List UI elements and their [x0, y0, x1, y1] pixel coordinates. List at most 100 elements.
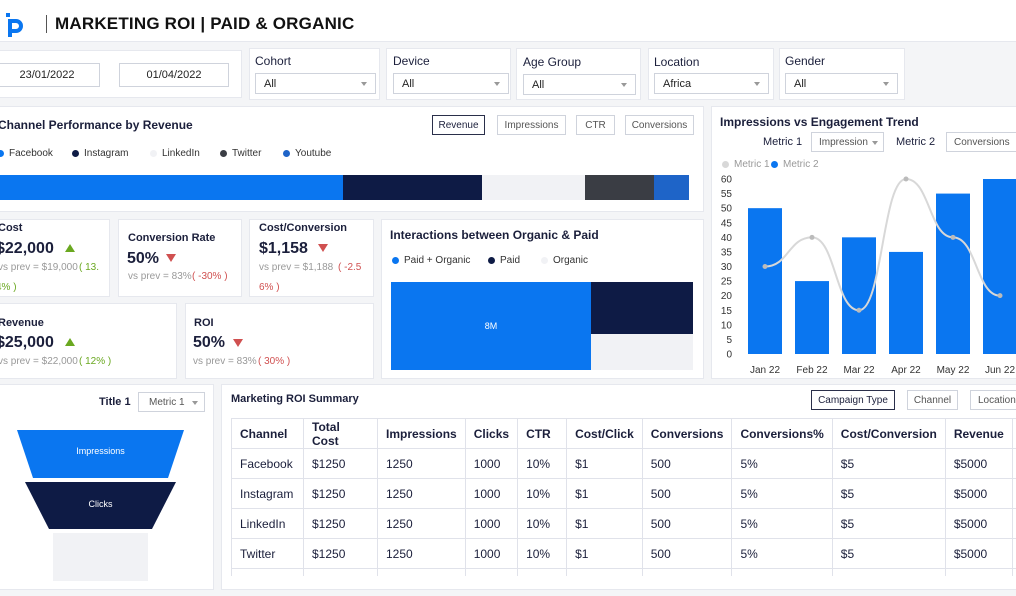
- chevron-down-icon: [192, 401, 198, 405]
- legend-label: Facebook: [9, 148, 53, 159]
- x-tick-label: Jan 22: [750, 365, 780, 376]
- table-cell: $1: [566, 478, 643, 509]
- stacked-segment-facebook[interactable]: [0, 175, 344, 200]
- gender-select[interactable]: All: [785, 73, 898, 94]
- page-title: MARKETING ROI | PAID & ORGANIC: [55, 14, 355, 33]
- stacked-segment-youtube[interactable]: [654, 175, 690, 200]
- funnel-label-clicks: Clicks: [88, 499, 113, 509]
- table-cell: 4: [1011, 538, 1016, 569]
- column-header[interactable]: Channel: [231, 418, 304, 449]
- roi-summary-title: Marketing ROI Summary: [231, 393, 359, 405]
- logo-icon: [6, 13, 23, 37]
- column-header[interactable]: Impressions: [377, 418, 466, 449]
- table-cell: $1250: [303, 538, 378, 569]
- metric1-point[interactable]: [903, 176, 909, 182]
- legend-linkedin: LinkedIn: [150, 148, 200, 159]
- tab-revenue[interactable]: Revenue: [432, 115, 485, 135]
- column-header[interactable]: CTR: [517, 418, 568, 449]
- table-cell: 1000: [464, 508, 519, 539]
- legend-dot: [392, 257, 399, 264]
- table-cell: $5: [831, 538, 946, 569]
- column-header[interactable]: Clicks: [464, 418, 519, 449]
- column-header[interactable]: Total Cost: [303, 418, 378, 449]
- button-channel[interactable]: Channel: [907, 390, 958, 410]
- table-cell: [464, 568, 519, 576]
- column-header[interactable]: ROI: [1011, 418, 1016, 449]
- column-header[interactable]: Cost/Click: [566, 418, 643, 449]
- bar-feb-22[interactable]: [795, 281, 829, 354]
- device-select[interactable]: All: [393, 73, 509, 94]
- bar-may-22[interactable]: [936, 193, 970, 354]
- table-cell: $1250: [303, 448, 378, 479]
- metric1-point[interactable]: [762, 264, 768, 269]
- treemap-organic: [591, 334, 693, 370]
- column-header[interactable]: Revenue: [944, 418, 1013, 449]
- tab-impressions[interactable]: Impressions: [497, 115, 566, 135]
- table-cell: $1: [566, 508, 643, 539]
- table-cell: [831, 568, 946, 576]
- metric1-point[interactable]: [950, 234, 956, 240]
- table-cell: 1250: [377, 448, 466, 479]
- column-header[interactable]: Conversions%: [731, 418, 833, 449]
- kpi-cost-conversion-delta: ( -2.5: [338, 262, 362, 273]
- stacked-segment-linkedin[interactable]: [481, 175, 586, 200]
- metric1-select[interactable]: Impression: [811, 132, 884, 152]
- y-tick-label: 35: [721, 247, 733, 258]
- table-cell: 1000: [464, 448, 519, 479]
- legend-dot: [488, 257, 495, 264]
- location-select[interactable]: Africa: [654, 73, 769, 94]
- kpi-roi-prev: vs prev = 83%: [193, 356, 257, 367]
- date-from-input[interactable]: 23/01/2022: [0, 63, 100, 87]
- table-cell: $5: [831, 448, 946, 479]
- table-cell: 500: [641, 538, 733, 569]
- metric1-point[interactable]: [809, 234, 815, 240]
- metric2-select[interactable]: Conversions: [946, 132, 1016, 152]
- table-header-row: Channel Total Cost Impressions Clicks CTR Cos…: [231, 418, 1016, 449]
- table-cell: $1: [566, 538, 643, 569]
- metric1-point[interactable]: [997, 293, 1003, 299]
- funnel-stage-impressions: [17, 430, 184, 478]
- funnel-metric-select[interactable]: Metric 1: [138, 392, 205, 412]
- kpi-cost-label: Cost: [0, 222, 23, 234]
- table-cell: 10%: [517, 478, 568, 509]
- table-cell: 1000: [464, 538, 519, 569]
- table-cell: $5000: [944, 478, 1013, 509]
- stacked-segment-twitter[interactable]: [585, 175, 655, 200]
- y-tick-label: 15: [721, 306, 733, 317]
- kpi-cost-prev: vs prev = $19,000: [0, 262, 78, 273]
- column-header[interactable]: Conversions: [641, 418, 733, 449]
- table-cell: 500: [641, 448, 733, 479]
- location-label: Location: [654, 55, 700, 69]
- chevron-down-icon: [621, 83, 627, 87]
- filter-bar: 23/01/2022 01/04/2022 Cohort All Device …: [0, 44, 1016, 102]
- bar-jan-22[interactable]: [748, 208, 782, 354]
- metric1-point[interactable]: [856, 307, 862, 313]
- bar-jun-22[interactable]: [983, 179, 1016, 354]
- y-tick-label: 0: [726, 350, 732, 361]
- date-to-input[interactable]: 01/04/2022: [119, 63, 229, 87]
- legend-facebook: Facebook: [0, 148, 53, 159]
- x-tick-label: Apr 22: [891, 365, 921, 376]
- table-cell: $5: [831, 508, 946, 539]
- bar-apr-22[interactable]: [889, 251, 923, 354]
- location-value: Africa: [663, 77, 692, 90]
- legend-label: Metric 2: [783, 159, 819, 170]
- cohort-select[interactable]: All: [255, 73, 376, 94]
- table-cell: 1000: [464, 478, 519, 509]
- trend-down-icon: [233, 339, 243, 347]
- trend-up-icon: [65, 338, 75, 346]
- tab-conversions[interactable]: Conversions: [625, 115, 694, 135]
- chevron-down-icon: [361, 82, 367, 86]
- stacked-segment-instagram[interactable]: [343, 175, 482, 200]
- column-header[interactable]: Cost/Conversion: [831, 418, 946, 449]
- button-location[interactable]: Location: [970, 390, 1016, 410]
- kpi-cost-value: $22,000: [0, 240, 54, 257]
- button-campaign-type[interactable]: Campaign Type: [811, 390, 895, 410]
- tab-ctr[interactable]: CTR: [576, 115, 615, 135]
- x-tick-label: Jun 22: [985, 365, 1015, 376]
- age-group-select[interactable]: All: [523, 74, 636, 95]
